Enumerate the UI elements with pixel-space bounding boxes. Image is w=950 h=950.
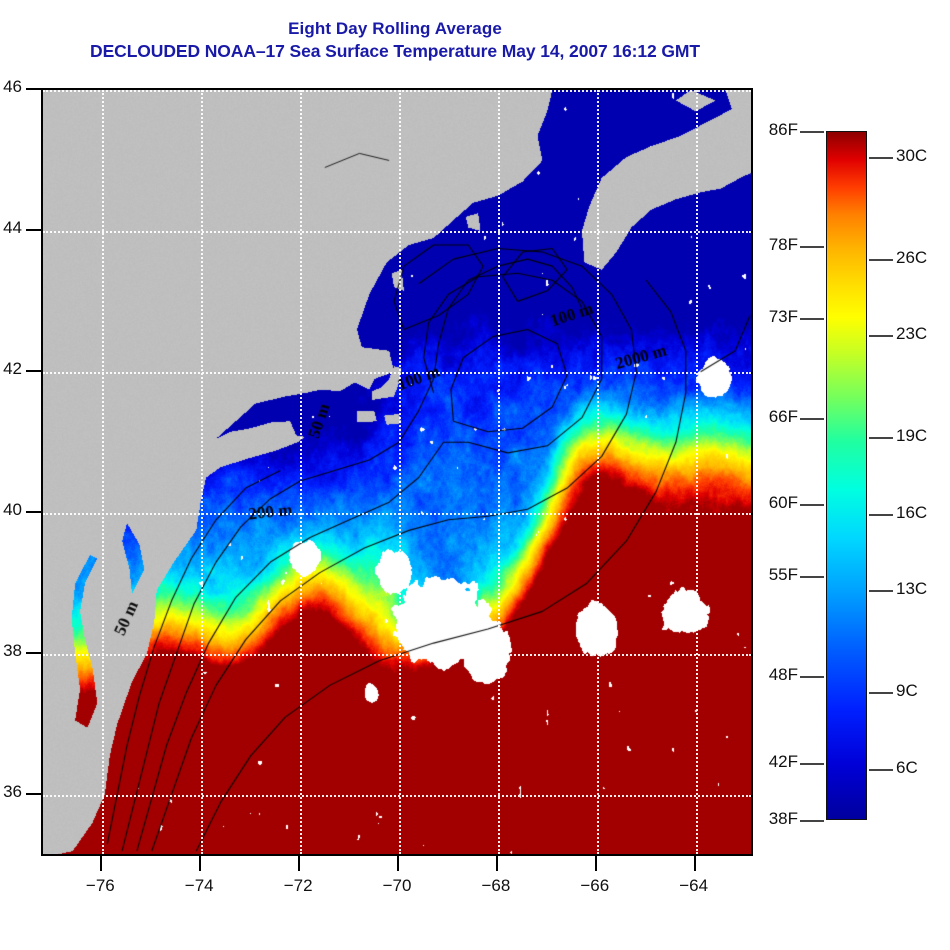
longitude-tick-5 bbox=[594, 856, 597, 871]
colorbar-tick-f-2 bbox=[800, 317, 824, 320]
longitude-tick-1 bbox=[199, 856, 202, 871]
colorbar-label-fahrenheit-0: 86F bbox=[768, 120, 798, 139]
longitude-label-0: −76 bbox=[85, 876, 115, 895]
colorbar-tick-f-0 bbox=[800, 131, 824, 133]
longitude-label-5: −66 bbox=[580, 876, 610, 895]
latitude-tick-1 bbox=[26, 228, 41, 231]
colorbar-tick-f-1 bbox=[800, 245, 824, 248]
colorbar-label-fahrenheit-8: 38F bbox=[768, 809, 798, 828]
longitude-label-4: −68 bbox=[481, 876, 511, 895]
colorbar-label-fahrenheit-2: 73F bbox=[768, 306, 798, 326]
latitude-tick-5 bbox=[26, 792, 41, 795]
longitude-label-3: −70 bbox=[382, 876, 412, 895]
colorbar-tick-c-4 bbox=[869, 513, 893, 516]
colorbar-tick-c-7 bbox=[869, 768, 893, 771]
latitude-label-1: 44 bbox=[3, 217, 22, 237]
colorbar-tick-f-6 bbox=[800, 676, 824, 679]
temperature-colorbar[interactable] bbox=[826, 131, 867, 820]
colorbar-tick-c-3 bbox=[869, 437, 893, 440]
colorbar-tick-c-2 bbox=[869, 335, 893, 338]
longitude-label-2: −72 bbox=[283, 876, 313, 895]
colorbar-label-celsius-1: 26C bbox=[896, 247, 928, 267]
colorbar-label-celsius-2: 23C bbox=[896, 324, 928, 344]
latitude-label-4: 38 bbox=[3, 640, 22, 660]
colorbar-tick-c-1 bbox=[869, 258, 893, 261]
colorbar-tick-f-5 bbox=[800, 575, 824, 578]
colorbar-label-fahrenheit-7: 42F bbox=[768, 751, 798, 771]
longitude-tick-2 bbox=[298, 856, 301, 871]
map-plot-area[interactable] bbox=[41, 88, 753, 856]
colorbar-tick-c-0 bbox=[869, 156, 893, 159]
colorbar-tick-f-8 bbox=[800, 820, 824, 822]
latitude-tick-4 bbox=[26, 651, 41, 654]
latitude-tick-0 bbox=[26, 88, 41, 90]
longitude-tick-3 bbox=[397, 856, 399, 871]
longitude-tick-6 bbox=[693, 856, 696, 871]
latitude-label-5: 36 bbox=[3, 781, 22, 801]
latitude-label-2: 42 bbox=[3, 358, 22, 378]
colorbar-tick-c-6 bbox=[869, 692, 893, 695]
sst-raster bbox=[43, 90, 751, 854]
longitude-label-1: −74 bbox=[184, 876, 214, 895]
colorbar-tick-f-4 bbox=[800, 504, 824, 507]
colorbar-tick-f-7 bbox=[800, 762, 824, 765]
longitude-label-6: −64 bbox=[679, 876, 709, 895]
colorbar-label-celsius-3: 19C bbox=[896, 426, 928, 446]
colorbar-label-celsius-4: 16C bbox=[896, 502, 928, 522]
latitude-label-0: 46 bbox=[3, 77, 22, 96]
colorbar-label-celsius-7: 6C bbox=[896, 757, 918, 777]
latitude-tick-2 bbox=[26, 369, 41, 372]
longitude-tick-4 bbox=[495, 856, 498, 871]
title-line-subtitle: Eight Day Rolling Average bbox=[288, 19, 502, 38]
colorbar-tick-f-3 bbox=[800, 418, 824, 421]
colorbar-label-celsius-5: 13C bbox=[896, 579, 928, 599]
latitude-tick-3 bbox=[26, 510, 41, 513]
colorbar-label-celsius-0: 30C bbox=[896, 145, 928, 165]
colorbar-label-fahrenheit-4: 60F bbox=[768, 493, 798, 513]
colorbar-label-fahrenheit-5: 55F bbox=[768, 564, 798, 584]
title-line-main: DECLOUDED NOAA–17 Sea Surface Temperatur… bbox=[90, 41, 700, 62]
longitude-tick-0 bbox=[100, 856, 103, 871]
colorbar-label-fahrenheit-1: 78F bbox=[768, 234, 798, 254]
colorbar-label-fahrenheit-6: 48F bbox=[768, 665, 798, 685]
colorbar-tick-c-5 bbox=[869, 590, 893, 593]
figure-title: Eight Day Rolling Average DECLOUDED NOAA… bbox=[0, 18, 790, 63]
colorbar-label-celsius-6: 9C bbox=[896, 681, 918, 701]
latitude-label-3: 40 bbox=[3, 499, 22, 519]
colorbar-label-fahrenheit-3: 66F bbox=[768, 407, 798, 427]
